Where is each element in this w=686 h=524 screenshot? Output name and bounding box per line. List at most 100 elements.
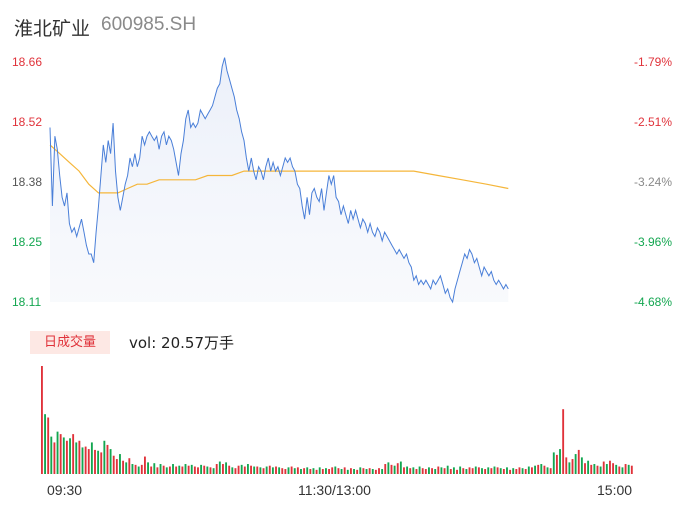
volume-bar <box>543 465 546 474</box>
volume-bar <box>615 464 618 474</box>
volume-bar <box>446 465 449 474</box>
volume-bar <box>296 467 299 474</box>
volume-bar <box>337 468 340 474</box>
volume-bar <box>100 452 103 474</box>
volume-bar <box>165 467 168 474</box>
price-label-2: 18.52 <box>12 115 43 129</box>
volume-bar <box>321 469 324 474</box>
volume-bar <box>609 460 611 474</box>
volume-bar <box>287 467 290 474</box>
volume-bar <box>128 458 131 474</box>
volume-bar <box>590 464 593 474</box>
volume-bar <box>381 469 384 474</box>
volume-bar <box>365 469 368 474</box>
volume-bar <box>175 466 178 474</box>
volume-bar <box>584 463 586 474</box>
volume-bar <box>122 460 125 474</box>
volume-bar <box>109 449 112 474</box>
volume-bar <box>190 464 193 474</box>
volume-bar <box>300 469 302 474</box>
price-label-bottom: 18.11 <box>12 295 42 309</box>
volume-bar <box>187 465 190 474</box>
volume-bar <box>534 465 536 474</box>
volume-bar <box>540 464 543 474</box>
volume-bar <box>340 469 343 474</box>
volume-bar <box>94 449 96 474</box>
volume-bar <box>456 469 458 474</box>
volume-bar <box>47 417 50 474</box>
volume-bar <box>197 467 199 474</box>
price-area-fill <box>50 57 509 302</box>
volume-bar <box>81 447 84 474</box>
volume-bar <box>41 366 43 474</box>
pct-label-mid: -3.24% <box>633 175 672 189</box>
volume-bar <box>481 468 483 474</box>
volume-bar <box>368 468 371 474</box>
volume-bar <box>140 464 143 474</box>
volume-bar <box>112 455 115 474</box>
volume-bar <box>415 469 418 474</box>
volume-bar <box>477 467 480 474</box>
volume-bar <box>97 450 100 474</box>
volume-bar <box>474 466 477 474</box>
volume-bar <box>587 460 590 474</box>
volume-bar <box>215 464 218 474</box>
time-label-open: 09:30 <box>47 482 83 498</box>
volume-bar <box>440 467 443 474</box>
volume-bar <box>181 466 184 474</box>
volume-bar <box>356 469 359 474</box>
volume-bar <box>484 469 487 474</box>
volume-bar <box>234 468 237 474</box>
volume-bar <box>225 462 228 474</box>
volume-bar <box>184 464 187 474</box>
volume-bar <box>555 454 558 474</box>
volume-bar <box>284 469 287 474</box>
volume-bar <box>552 452 555 474</box>
volume-bar <box>496 467 499 474</box>
pct-label-2: -2.51% <box>633 115 672 129</box>
volume-bar <box>630 465 633 474</box>
price-label-4: 18.25 <box>12 235 43 249</box>
volume-bar <box>399 461 402 474</box>
pct-label-4: -3.96% <box>633 235 672 249</box>
volume-bar <box>596 465 599 474</box>
volume-bar <box>159 464 162 474</box>
volume-bar <box>256 466 259 474</box>
volume-bar <box>443 468 446 474</box>
volume-bar <box>449 469 452 474</box>
volume-bar <box>602 461 605 474</box>
volume-bar <box>303 468 306 474</box>
volume-bar <box>465 469 468 474</box>
volume-tag[interactable]: 日成交量 <box>30 331 110 354</box>
volume-bar <box>621 467 624 474</box>
volume-bar <box>362 468 365 474</box>
volume-bar <box>549 468 552 474</box>
volume-bar <box>509 469 512 474</box>
volume-bar <box>431 468 433 474</box>
volume-bar <box>231 467 234 474</box>
volume-bar <box>275 466 277 474</box>
volume-bar <box>50 436 53 474</box>
volume-bar <box>565 457 568 474</box>
volume-bar <box>69 438 71 474</box>
volume-bar <box>290 466 293 474</box>
volume-bar <box>459 466 462 474</box>
volume-bar <box>62 437 65 474</box>
volume-bar <box>65 440 68 474</box>
volume-bar <box>162 465 165 474</box>
price-label-top: 18.66 <box>12 55 43 69</box>
volume-bar <box>200 464 203 474</box>
volume-bar <box>103 440 106 474</box>
volume-bar <box>412 467 415 474</box>
volume-bar <box>78 440 81 474</box>
volume-bar <box>390 464 393 474</box>
volume-bar <box>502 469 505 474</box>
volume-bar <box>212 468 215 474</box>
volume-bar <box>281 468 284 474</box>
volume-bar <box>125 462 128 474</box>
volume-bar <box>374 469 377 474</box>
volume-bar <box>562 409 565 474</box>
volume-bar <box>437 466 440 474</box>
volume-bar <box>334 466 337 474</box>
